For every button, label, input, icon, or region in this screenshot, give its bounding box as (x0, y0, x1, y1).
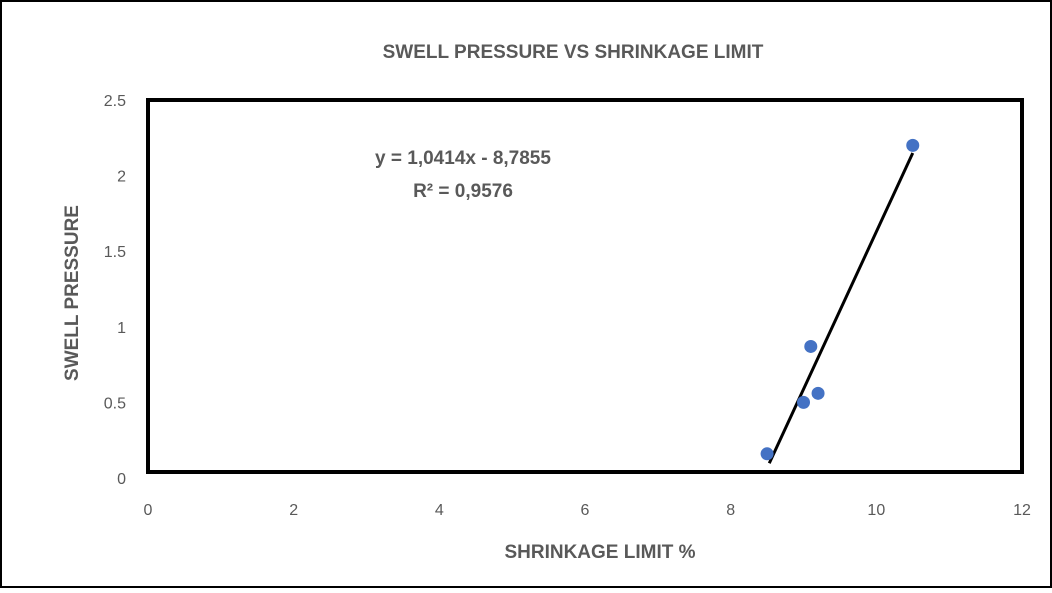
data-point (906, 138, 920, 152)
trendline-r-squared: R² = 0,9576 (413, 181, 513, 202)
y-tick-label: 0.5 (104, 395, 126, 412)
data-point (797, 395, 810, 409)
x-tick-label: 10 (867, 502, 885, 519)
x-tick-label: 4 (435, 502, 444, 519)
x-tick-label: 0 (144, 502, 153, 519)
y-tick-label: 1 (117, 320, 126, 337)
trendline-layer (767, 152, 915, 464)
y-tick-label: 2.5 (104, 93, 126, 110)
data-point (760, 447, 774, 461)
linear-trendline (767, 152, 915, 464)
x-tick-label: 6 (581, 502, 590, 519)
x-tick-label: 12 (1013, 502, 1031, 519)
y-tick-label: 0 (117, 471, 126, 488)
y-axis-ticks: 0 0.5 1 1.5 2 2.5 (104, 93, 126, 488)
y-axis-title: SWELL PRESSURE (62, 205, 83, 381)
chart-title: SWELL PRESSURE VS SHRINKAGE LIMIT (383, 42, 764, 63)
x-tick-label: 8 (726, 502, 735, 519)
y-tick-label: 1.5 (104, 244, 126, 261)
x-axis-title: SHRINKAGE LIMIT % (504, 542, 695, 563)
y-tick-label: 2 (117, 169, 126, 186)
data-point (804, 339, 818, 353)
x-tick-label: 2 (289, 502, 298, 519)
trendline-equation: y = 1,0414x - 8,7855 (375, 148, 551, 169)
plot-area-border (146, 98, 1024, 474)
data-points (760, 138, 920, 461)
x-axis-ticks: 0 2 4 6 8 10 12 (144, 502, 1031, 519)
data-point (811, 386, 825, 400)
